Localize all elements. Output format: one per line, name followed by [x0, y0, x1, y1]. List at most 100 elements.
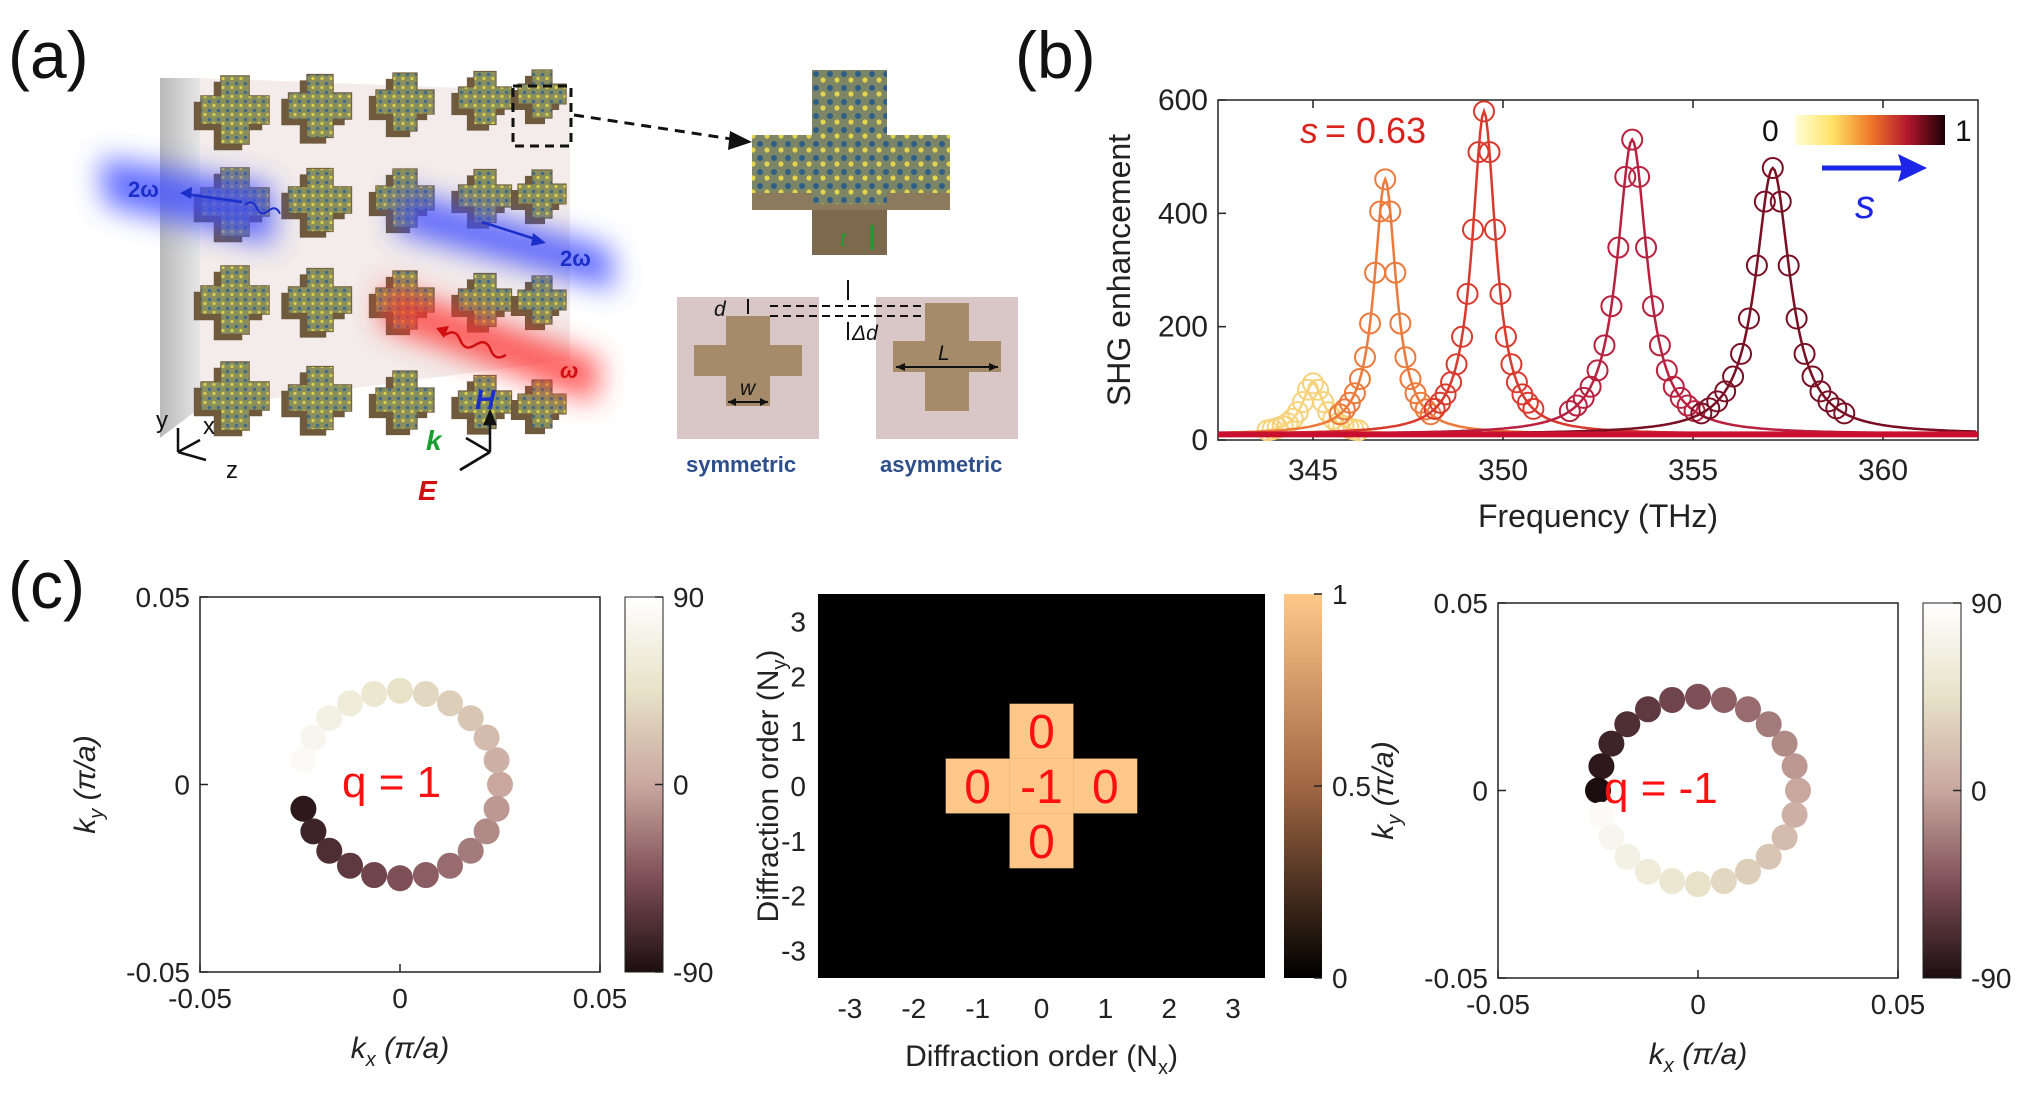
series-point — [1753, 190, 1776, 213]
series-point — [1456, 282, 1479, 305]
polarization-point — [361, 680, 388, 707]
series-point — [1286, 401, 1309, 424]
cross-element — [451, 374, 513, 435]
series-point — [1722, 365, 1745, 388]
x-tick-label: -1 — [965, 993, 990, 1024]
axis-x-label: x — [203, 413, 215, 440]
y-tick-label: 0.05 — [1434, 588, 1489, 619]
series-point — [1737, 307, 1760, 330]
series-point — [1621, 128, 1644, 151]
s-arrow-label: s — [1855, 183, 1875, 227]
w-label: w — [740, 377, 757, 400]
polarization-point — [1735, 696, 1761, 723]
beam-out-left-label: 2ω — [128, 177, 159, 202]
series-point — [1669, 386, 1692, 409]
series-point — [1600, 295, 1623, 318]
cross-element — [281, 73, 353, 144]
x-tick-label: -0.05 — [1466, 989, 1530, 1020]
polarization-point — [300, 724, 327, 751]
polarization-point — [316, 705, 343, 732]
series-point — [1434, 383, 1457, 406]
series-point — [1445, 353, 1468, 376]
colorbar-label: 0 — [673, 770, 689, 801]
cross-element — [510, 275, 567, 331]
series-point — [1648, 334, 1671, 357]
polarization-point — [1710, 686, 1737, 713]
x-tick-label: 2 — [1161, 993, 1177, 1024]
heatmap-cell — [945, 758, 1010, 814]
cross-element — [281, 167, 353, 238]
y-tick-label: 1 — [790, 716, 806, 747]
series-point — [1586, 359, 1609, 382]
beam-in — [380, 285, 600, 402]
polarization-point — [1781, 801, 1808, 828]
polarization-point — [1635, 858, 1661, 885]
cross-element — [368, 72, 435, 138]
field-E-label: E — [418, 475, 438, 506]
polarization-point — [1755, 711, 1782, 738]
heatmap-cell-label: 0 — [1092, 761, 1119, 814]
polarization-point — [1781, 753, 1808, 780]
asymmetric-label: asymmetric — [880, 452, 1002, 477]
polarization-point — [457, 837, 484, 864]
series-s-0-63 — [1218, 128, 1977, 436]
series-point — [1312, 391, 1335, 414]
polarization-point — [1588, 801, 1615, 828]
polarization-point — [1614, 843, 1641, 870]
panel-a-label: (a) — [8, 18, 89, 92]
beam-out-right-label: 2ω — [560, 246, 591, 271]
field-vectors — [459, 408, 497, 472]
series-point — [1302, 372, 1324, 395]
polarization-point — [457, 705, 484, 732]
x-tick-label: 360 — [1858, 454, 1908, 487]
x-axis-label: Diffraction order (Nx) — [905, 1040, 1178, 1079]
series-point — [1698, 397, 1721, 420]
y-tick-label: 0.05 — [136, 582, 191, 613]
x-tick-label: 0 — [1690, 989, 1706, 1020]
colorbar-label: 0 — [1971, 776, 1987, 807]
s-annotation-value: = 0.63 — [1325, 110, 1426, 151]
polarization-point — [1685, 683, 1711, 710]
y-axis-label: SHG enhancement — [1101, 134, 1137, 406]
series-point — [1505, 371, 1528, 394]
x-axis-label: Frequency (THz) — [1478, 498, 1718, 534]
heatmap-cell-label: -1 — [1020, 761, 1063, 814]
cross-element — [281, 365, 353, 436]
heatmap-cell — [1009, 813, 1074, 869]
polarization-point — [287, 771, 313, 798]
cross-element — [193, 265, 270, 341]
polarization-point — [290, 747, 317, 774]
series-point — [1662, 375, 1685, 398]
polarization-plot-qm1: -0.05 0 0.05 -0.05 0 0.05 kx (π/a) ky (π/a) 90 0 -… — [1367, 588, 2011, 1077]
series-point — [1769, 190, 1792, 213]
s-colorbar-min: 0 — [1762, 115, 1779, 148]
panel-b: (b) 345 350 355 360 0 200 400 600 Frequency (THz… — [1015, 18, 1979, 534]
polarization-point — [1659, 686, 1686, 713]
panel-a: (a) 2ω 2ω ω — [8, 18, 1018, 506]
y-tick-label: -0.05 — [126, 957, 190, 988]
polarization-point — [1710, 868, 1737, 895]
y-tick-label: 200 — [1158, 311, 1208, 344]
series-point — [1777, 254, 1800, 277]
heatmap-cell-label: 0 — [1028, 816, 1055, 869]
series-point — [1730, 342, 1753, 365]
y-tick-label: 400 — [1158, 197, 1208, 230]
panel-c: (c) -0.05 0 0.05 -0.05 0 0.05 kx (π/a) ky (π/a)… — [8, 548, 2011, 1079]
polarization-point — [1771, 824, 1798, 851]
colorbar-label: 1 — [1332, 579, 1348, 610]
series-point — [1467, 141, 1490, 164]
s-arrow-head — [1898, 154, 1927, 182]
zoomed-cross — [752, 70, 950, 255]
series-point — [1307, 378, 1330, 401]
y-tick-label: 0 — [1472, 776, 1488, 807]
coordinate-axes — [176, 428, 207, 462]
cross-element — [451, 70, 513, 131]
panel-b-label: (b) — [1015, 18, 1096, 92]
y-axis-label: ky (π/a) — [1367, 741, 1406, 839]
polarization-point — [1585, 777, 1611, 804]
x-tick-label: 345 — [1288, 454, 1338, 487]
series-point — [1462, 218, 1485, 241]
y-tick-label: -2 — [781, 881, 806, 912]
heatmap-cell-label: 0 — [1028, 706, 1055, 759]
thickness-label: t — [840, 229, 847, 251]
